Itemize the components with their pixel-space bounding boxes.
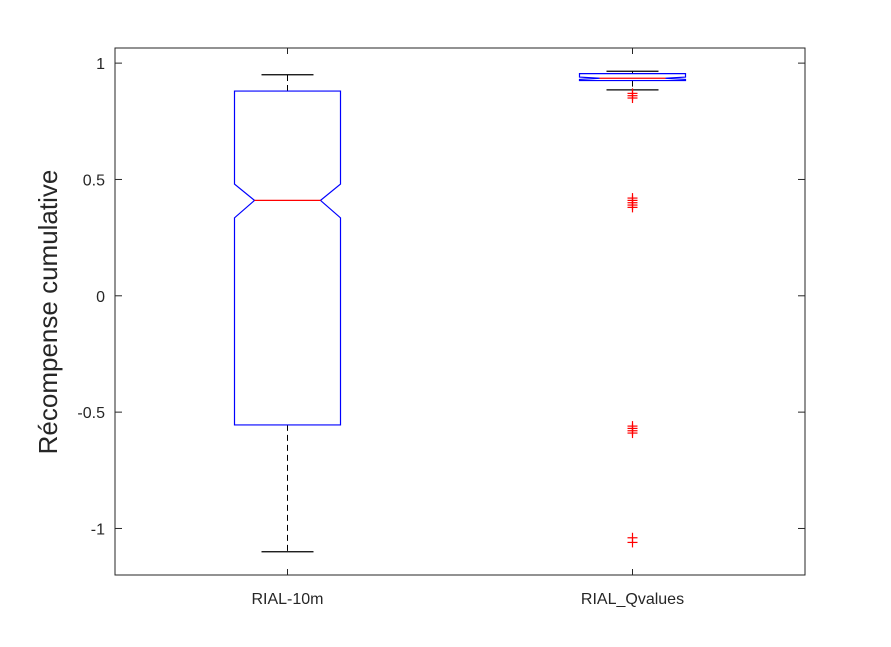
- y-tick-label: -0.5: [77, 405, 105, 422]
- y-tick-label: -1: [91, 521, 105, 538]
- chart-marks: [233, 70, 687, 553]
- y-axis-label: Récompense cumulative: [33, 170, 63, 455]
- x-tick-label: RIAL_Qvalues: [581, 591, 684, 608]
- outlier-point: [627, 202, 638, 213]
- outlier-point: [627, 93, 638, 104]
- plot-area: [115, 48, 805, 575]
- x-tick-label: RIAL-10m: [251, 591, 323, 608]
- outlier-point: [627, 428, 638, 439]
- box: [233, 90, 342, 426]
- box: [578, 72, 687, 82]
- y-tick-label: 0: [96, 289, 105, 306]
- outlier-point: [627, 537, 638, 548]
- box-group: [578, 70, 687, 548]
- y-tick-label: 1: [96, 56, 105, 73]
- axes: RIAL-10m RIAL_Qvalues 1 0.5 0 -0.5 -1: [77, 47, 806, 608]
- y-tick-label: 0.5: [83, 172, 105, 189]
- plot-frame: [114, 47, 806, 576]
- box-group: [233, 74, 342, 553]
